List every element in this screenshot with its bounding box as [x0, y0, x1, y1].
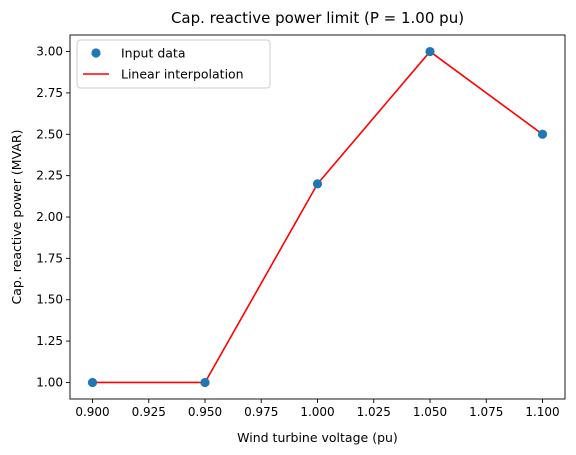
legend-label-input-data: Input data [121, 46, 186, 61]
y-tick-label: 2.75 [36, 86, 63, 100]
x-tick-label: 1.025 [357, 405, 391, 419]
legend-marker-input-data [91, 48, 101, 58]
x-tick-label: 0.900 [75, 405, 109, 419]
data-point [200, 377, 210, 388]
y-tick-label: 2.00 [36, 210, 63, 224]
data-point [312, 179, 323, 189]
y-tick-label: 1.00 [36, 375, 63, 389]
chart-title: Cap. reactive power limit (P = 1.00 pu) [171, 9, 464, 27]
x-tick-label: 1.075 [469, 405, 503, 419]
data-point [87, 377, 98, 388]
x-axis-label: Wind turbine voltage (pu) [237, 430, 398, 445]
y-tick-label: 1.25 [36, 334, 63, 348]
data-point [425, 46, 435, 57]
legend-label-linear-interpolation: Linear interpolation [121, 67, 244, 82]
x-tick-label: 1.100 [525, 405, 559, 419]
y-tick-label: 1.50 [36, 293, 63, 307]
plot-background [70, 35, 565, 399]
y-axis-label: Cap. reactive power (MVAR) [9, 130, 24, 305]
x-tick-label: 0.925 [132, 405, 166, 419]
x-tick-label: 1.000 [300, 405, 334, 419]
y-tick-label: 3.00 [36, 45, 63, 59]
data-point [537, 129, 548, 139]
x-tick-label: 0.975 [244, 405, 278, 419]
axes-frame [69, 34, 566, 400]
plot-area: 0.900 0.925 0.950 0.975 1.000 1.025 1.050 1.075… [36, 34, 566, 419]
y-tick-label: 2.50 [36, 127, 63, 141]
y-tick-label: 2.25 [36, 169, 63, 183]
y-tick-label: 1.75 [36, 251, 63, 265]
legend-box [76, 39, 271, 89]
x-tick-label: 1.050 [413, 405, 447, 419]
x-tick-label: 0.950 [188, 405, 222, 419]
